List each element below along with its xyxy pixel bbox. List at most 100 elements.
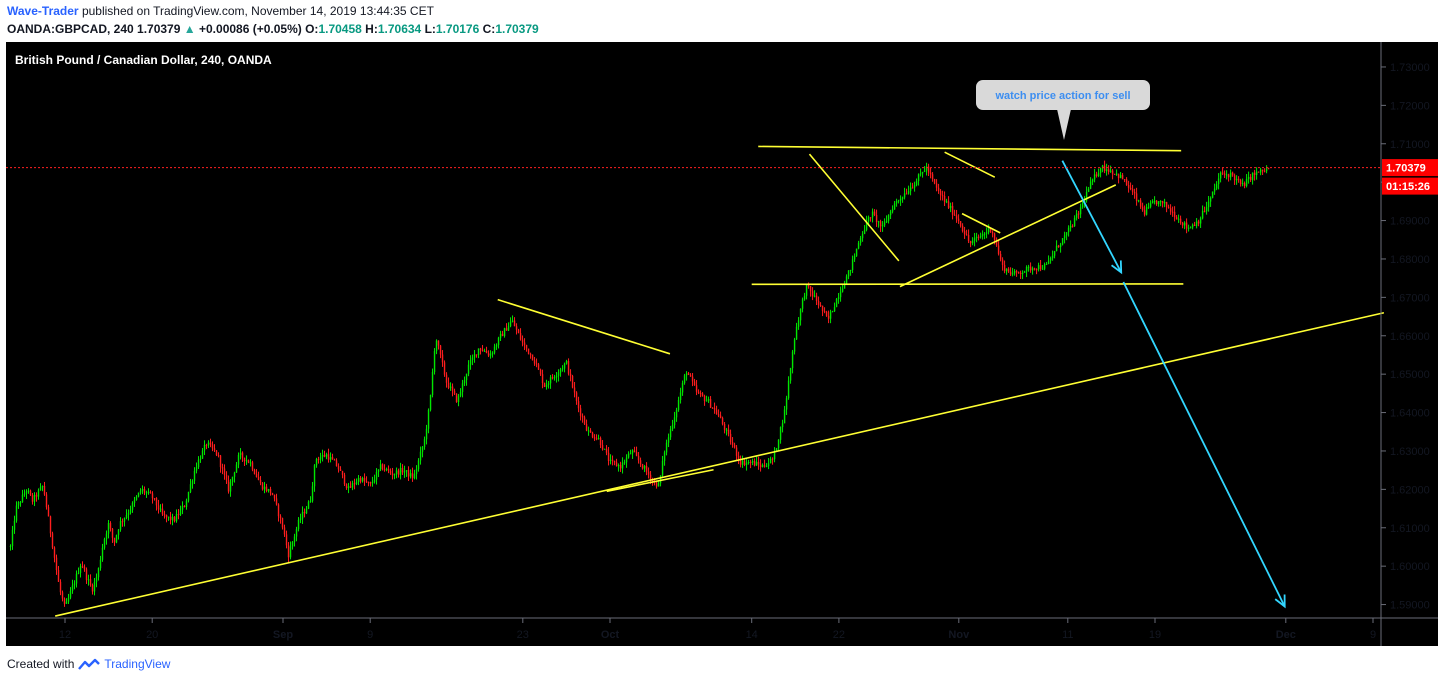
candle-body xyxy=(1257,171,1260,173)
candle-body xyxy=(67,597,70,602)
candle-body xyxy=(517,329,520,334)
wedge-upper-line[interactable] xyxy=(808,153,900,262)
candle-body xyxy=(697,391,700,394)
close-value: 1.70379 xyxy=(495,22,539,36)
candle-body xyxy=(455,393,458,403)
candle-body xyxy=(361,477,364,482)
candle-body xyxy=(885,220,888,223)
candle-body xyxy=(541,374,544,383)
candle-body xyxy=(271,493,274,495)
candle-body xyxy=(881,225,884,227)
candle-body xyxy=(1157,201,1160,205)
candle-body xyxy=(963,231,966,235)
candle-body xyxy=(897,200,900,202)
pennant-upper-line[interactable] xyxy=(944,151,996,178)
candle-body xyxy=(909,187,912,192)
candle-body xyxy=(773,451,776,460)
range-top-line[interactable] xyxy=(758,145,1182,152)
candle-body xyxy=(959,221,962,226)
candle-body xyxy=(1007,268,1010,272)
candle-body xyxy=(1059,244,1062,248)
candle-body xyxy=(725,429,728,431)
candle-body xyxy=(1135,193,1138,201)
x-tick-label: 12 xyxy=(59,629,71,641)
candle-body xyxy=(323,455,326,457)
x-tick-label: 23 xyxy=(517,629,529,641)
low-value: 1.70176 xyxy=(435,22,480,36)
candle-body xyxy=(1177,218,1180,220)
x-tick-label: 19 xyxy=(1149,629,1161,641)
candle-body xyxy=(121,521,124,523)
wedge-lower-line[interactable] xyxy=(899,184,1117,288)
candle-body xyxy=(577,401,580,409)
price-chart[interactable]: 1.730001.720001.710001.700001.690001.680… xyxy=(6,42,1438,646)
candle-body xyxy=(905,193,908,195)
candle-body xyxy=(1147,206,1150,208)
candle-body xyxy=(733,444,736,448)
candle-body xyxy=(457,395,460,403)
candle-body xyxy=(753,460,756,466)
candle-body xyxy=(1127,185,1130,188)
candle-body xyxy=(1061,238,1064,245)
flag-resistance-line[interactable] xyxy=(497,298,671,355)
candle-body xyxy=(201,450,204,459)
projection-arrow-1[interactable] xyxy=(1061,160,1123,273)
candle-body xyxy=(1071,225,1074,227)
candle-body xyxy=(1125,179,1128,186)
candle-body xyxy=(1031,268,1034,271)
candle-body xyxy=(805,283,808,296)
candle-body xyxy=(823,311,826,313)
x-tick-label: 20 xyxy=(146,629,158,641)
major-trendline[interactable] xyxy=(55,311,1385,617)
candle-body xyxy=(1121,175,1124,180)
candle-body xyxy=(625,457,628,463)
candle-body xyxy=(487,353,490,356)
candle-body xyxy=(1189,227,1192,229)
candle-body xyxy=(51,533,54,548)
candle-body xyxy=(379,464,382,470)
candle-body xyxy=(297,519,300,530)
candle-body xyxy=(417,460,420,470)
annotation-callout[interactable]: watch price action for sell xyxy=(976,80,1150,140)
candle-body xyxy=(807,283,810,287)
candle-body xyxy=(365,481,368,483)
candle-body xyxy=(1195,221,1198,226)
candle-body xyxy=(1021,272,1024,275)
flag-support-line[interactable] xyxy=(606,468,714,493)
candle-body xyxy=(1115,173,1118,175)
candle-body xyxy=(907,191,910,194)
candle-body xyxy=(459,391,462,396)
candle-body xyxy=(1077,213,1080,215)
projection-arrow-2[interactable] xyxy=(1122,281,1286,607)
candle-body xyxy=(1033,268,1036,270)
candle-body xyxy=(303,511,306,514)
candle-body xyxy=(903,193,906,198)
candle-body xyxy=(1233,175,1236,181)
candle-body xyxy=(1153,200,1156,202)
candle-body xyxy=(145,492,148,494)
pennant-lower-line[interactable] xyxy=(961,212,1001,234)
candle-body xyxy=(281,518,284,528)
candle-body xyxy=(791,351,794,369)
candle-body xyxy=(865,221,868,230)
candle-body xyxy=(127,512,130,515)
candle-body xyxy=(383,469,386,471)
candle-body xyxy=(935,183,938,188)
candle-body xyxy=(1207,201,1210,208)
tradingview-brand[interactable]: TradingView xyxy=(104,657,171,671)
candle-body xyxy=(573,387,576,393)
candle-body xyxy=(419,451,422,461)
author-link[interactable]: Wave-Trader xyxy=(7,4,79,18)
candle-body xyxy=(707,399,710,401)
candle-body xyxy=(97,568,100,578)
candle-body xyxy=(1101,165,1104,169)
candle-body xyxy=(721,417,724,425)
candle-body xyxy=(713,408,716,410)
candle-body xyxy=(465,373,468,381)
candle-body xyxy=(755,461,758,466)
candle-body xyxy=(615,462,618,467)
candle-body xyxy=(481,349,484,352)
candle-body xyxy=(469,360,472,365)
high-label: H: xyxy=(365,22,378,36)
candle-body xyxy=(193,470,196,481)
